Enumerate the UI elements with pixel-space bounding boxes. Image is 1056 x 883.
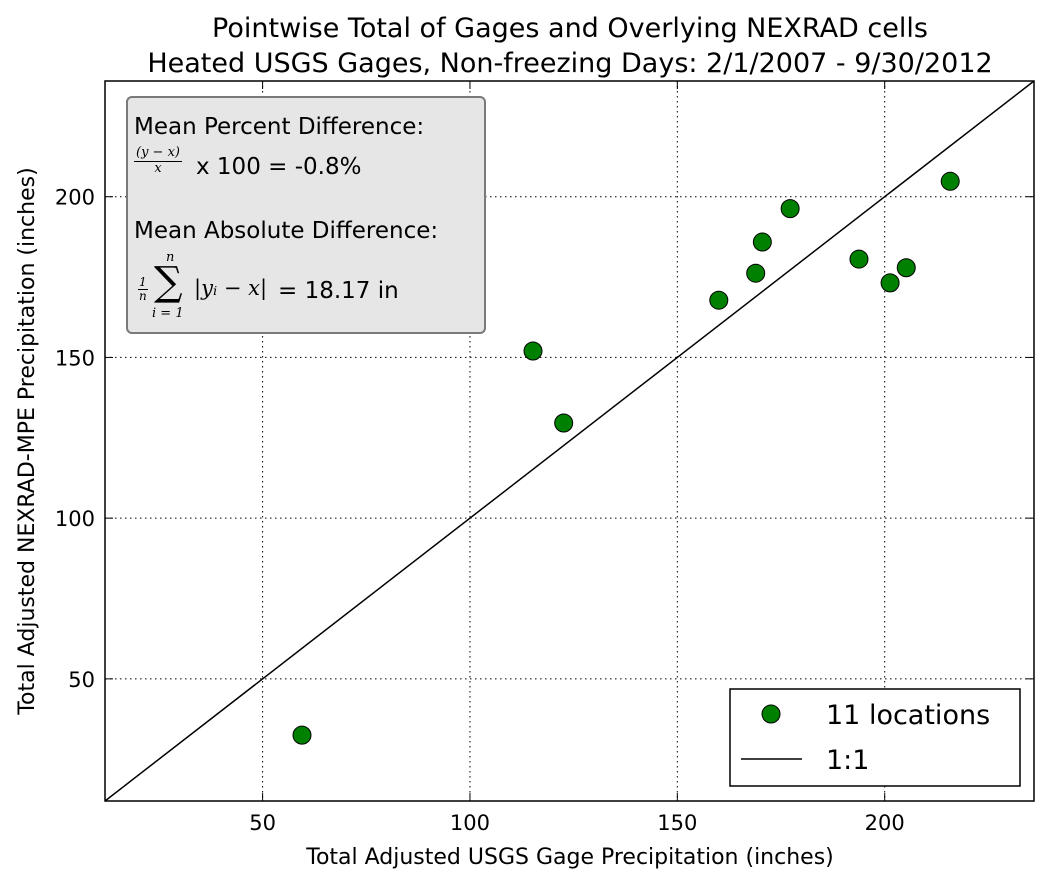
data-point (746, 263, 766, 283)
y-axis-label: Total Adjusted NEXRAD-MPE Precipitation … (15, 167, 40, 715)
one-to-one-line (104, 80, 1035, 802)
data-point (709, 290, 729, 310)
summation-upper-limit: n (166, 250, 175, 265)
data-point (292, 725, 312, 745)
y-tick-label: 50 (68, 668, 95, 692)
legend-frame (729, 688, 1021, 787)
x-tick-label: 100 (450, 811, 490, 835)
data-point (554, 413, 574, 433)
data-point (940, 171, 960, 191)
summation-lower-limit: i = 1 (152, 306, 184, 321)
percent-fraction-numerator: (y − x) (134, 145, 182, 162)
y-tick-label: 100 (55, 507, 95, 531)
one-to-one-line-group (104, 80, 1035, 802)
legend: 11 locations 1:1 (729, 688, 1021, 787)
x-tick-label: 150 (657, 811, 697, 835)
x-axis-label: Total Adjusted USGS Gage Precipitation (… (305, 845, 834, 870)
percent-formula-fraction: (y − x) x (134, 146, 182, 176)
mean-percent-difference-value: x 100 = -0.8% (196, 154, 362, 180)
summation-prefactor: 1 n (138, 276, 148, 303)
prefactor-numerator: 1 (138, 275, 148, 290)
mean-absolute-difference-label: Mean Absolute Difference: (134, 218, 439, 244)
legend-marker-points (761, 704, 781, 724)
y-tick-label: 200 (55, 186, 95, 210)
statistics-annotation-box: Mean Percent Difference: (y − x) x x 100… (126, 96, 486, 334)
mean-absolute-difference-value: = 18.17 in (278, 278, 399, 304)
summation-formula: 1 n n ∑ i = 1 |yᵢ − x| (138, 250, 278, 332)
data-point (780, 199, 800, 219)
legend-label-points: 11 locations (826, 700, 990, 731)
chart-subtitle: Heated USGS Gages, Non-freezing Days: 2/… (147, 48, 992, 79)
summation-sigma: ∑ (154, 259, 183, 305)
percent-fraction-denominator: x (154, 161, 162, 176)
data-point (752, 232, 772, 252)
axis-ticks: 50 100 150 200 50 100 150 200 (55, 81, 1034, 835)
x-tick-label: 50 (249, 811, 276, 835)
chart-title: Pointwise Total of Gages and Overlying N… (212, 13, 928, 44)
y-tick-label: 150 (55, 346, 95, 370)
absolute-difference-term: |yᵢ − x| (194, 276, 268, 300)
plot-frame (104, 80, 1035, 802)
x-tick-label: 200 (865, 811, 905, 835)
data-point (523, 341, 543, 361)
prefactor-denominator: n (138, 289, 147, 303)
data-point (896, 258, 916, 278)
data-point (849, 249, 869, 269)
data-points (292, 171, 960, 745)
mean-percent-difference-label: Mean Percent Difference: (134, 114, 425, 140)
legend-label-line: 1:1 (826, 745, 869, 776)
data-point (880, 273, 900, 293)
